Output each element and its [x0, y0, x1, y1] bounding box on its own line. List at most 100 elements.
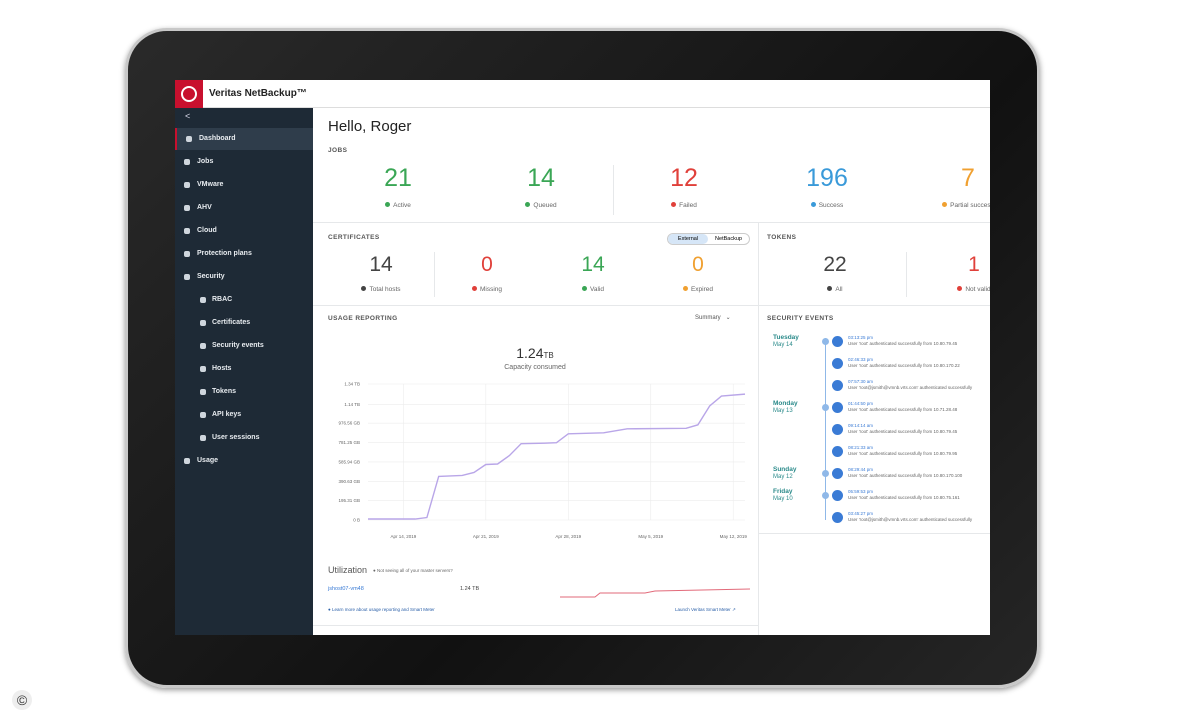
- event-text: User 'root' authenticated successfully f…: [848, 407, 958, 412]
- event-date: May 12: [773, 474, 793, 480]
- stat-label-text: Missing: [472, 286, 502, 293]
- y-tick-label: 976.56 GB: [338, 421, 360, 426]
- stat-label-text: Failed: [671, 202, 697, 209]
- stat-label-text: Active: [385, 202, 411, 209]
- section-title: TOKENS: [767, 234, 797, 241]
- capacity-value: 1.24: [516, 345, 544, 361]
- nav-item[interactable]: Tokens: [175, 381, 313, 403]
- y-tick-label: 195.31 GB: [338, 498, 360, 503]
- nav-item[interactable]: AHV: [175, 197, 313, 219]
- nav-item[interactable]: API keys: [175, 404, 313, 426]
- section-title: USAGE REPORTING: [328, 315, 398, 322]
- stat-label-text: Queued: [525, 202, 556, 209]
- event-time[interactable]: 08:29:44 pm: [848, 467, 874, 472]
- utilization-hint[interactable]: ● Not seeing all of your master servers?: [373, 568, 453, 573]
- event-icon: [832, 402, 843, 413]
- event-day: Monday: [773, 400, 798, 407]
- nav-item[interactable]: User sessions: [175, 427, 313, 449]
- event-day: Sunday: [773, 466, 797, 473]
- divider: [434, 252, 435, 297]
- section-title: SECURITY EVENTS: [767, 315, 834, 322]
- toggle-option[interactable]: External: [668, 234, 708, 244]
- event-text: User 'root' authenticated successfully f…: [848, 363, 960, 368]
- stat-value: 196: [806, 164, 848, 192]
- event-time[interactable]: 07:57:30 am: [848, 379, 874, 384]
- divider: [758, 533, 990, 534]
- event-time[interactable]: 03:45:27 pm: [848, 511, 874, 516]
- y-tick-label: 390.63 GB: [338, 479, 360, 484]
- filter-dropdown[interactable]: Summary ⌄: [695, 315, 731, 321]
- event-icon: [832, 490, 843, 501]
- event-text: User 'root' authenticated successfully f…: [848, 473, 963, 478]
- stat-label: Missing: [427, 286, 547, 293]
- toggle-option[interactable]: NetBackup: [715, 236, 742, 242]
- stat-label-text: Success: [811, 202, 844, 209]
- stat-value: 0: [692, 253, 704, 276]
- nav-item[interactable]: Security events: [175, 335, 313, 357]
- nav-item[interactable]: Certificates: [175, 312, 313, 334]
- y-tick-label: 1.34 TB: [344, 382, 360, 387]
- event-date: May 13: [773, 408, 793, 414]
- greeting: Hello, Roger: [328, 118, 412, 135]
- app-header: Veritas NetBackup™: [175, 80, 990, 108]
- stat-label: Failed: [624, 202, 744, 209]
- nav-item[interactable]: Protection plans: [175, 243, 313, 265]
- usage-chart: 0 B 195.31 GB 390.63 GB 585.94 GB 781.25 GB 9…: [338, 382, 751, 598]
- stat-label: Expired: [638, 286, 758, 293]
- event-time[interactable]: 09:14:14 am: [848, 423, 874, 428]
- stat-label: Success: [767, 202, 887, 209]
- x-tick-label: May 5, 2019: [638, 534, 663, 539]
- stat-label-text: Expired: [683, 286, 713, 293]
- event-icon: [832, 468, 843, 479]
- divider: [758, 222, 759, 635]
- copyright: ©: [12, 690, 32, 710]
- host-link[interactable]: jshost07-vm48: [328, 586, 364, 592]
- hint-text: Not seeing all of your master servers?: [376, 568, 453, 573]
- event-icon: [832, 336, 843, 347]
- nav-item[interactable]: Jobs: [175, 151, 313, 173]
- event-time[interactable]: 03:13:25 pm: [848, 335, 874, 340]
- nav-item[interactable]: Hosts: [175, 358, 313, 380]
- logo-mark: [181, 86, 197, 102]
- stat-value: 21: [384, 164, 412, 192]
- launch-link[interactable]: Launch Veritas Smart Meter ↗: [675, 607, 736, 612]
- event-icon: [832, 512, 843, 523]
- y-tick-label: 0 B: [353, 518, 360, 523]
- stat-label-text: Total hosts: [361, 286, 400, 293]
- utilization-sparkline: [560, 588, 751, 598]
- stat-value: 12: [670, 164, 698, 192]
- event-text: User 'root' authenticated successfully f…: [848, 429, 958, 434]
- nav-item[interactable]: RBAC: [175, 289, 313, 311]
- x-tick-label: Apr 14, 2019: [390, 534, 416, 539]
- stat-value: 14: [527, 164, 555, 192]
- stat-label-text: Partial success: [942, 202, 990, 209]
- event-day: Tuesday: [773, 334, 799, 341]
- event-time[interactable]: 08:21:33 am: [848, 445, 874, 450]
- stat-label: Total hosts: [321, 286, 441, 293]
- nav-item[interactable]: Cloud: [175, 220, 313, 242]
- utilization-title: Utilization: [328, 565, 368, 575]
- nav-item[interactable]: VMware: [175, 174, 313, 196]
- timeline-dot: [822, 404, 829, 411]
- learn-more-link[interactable]: ● Learn more about usage reporting and S…: [328, 607, 435, 612]
- divider: [906, 252, 907, 297]
- nav-item[interactable]: Dashboard: [175, 128, 313, 150]
- divider: [313, 222, 990, 223]
- y-tick-label: 1.14 TB: [344, 402, 360, 407]
- logo: [175, 80, 203, 108]
- stat-value: 0: [481, 253, 493, 276]
- stat-label: Partial success: [908, 202, 990, 209]
- nav-item[interactable]: Security: [175, 266, 313, 288]
- y-tick-label: 781.25 GB: [338, 440, 360, 445]
- event-icon: [832, 380, 843, 391]
- filter-value: Summary: [695, 315, 721, 321]
- event-time[interactable]: 01:44:50 pm: [848, 401, 874, 406]
- event-text: User 'root' authenticated successfully f…: [848, 495, 960, 500]
- collapse-button[interactable]: <: [185, 111, 191, 121]
- launch-text: Launch Veritas Smart Meter: [675, 607, 731, 612]
- event-time[interactable]: 05:59:53 pm: [848, 489, 874, 494]
- nav-item[interactable]: Usage: [175, 450, 313, 472]
- event-time[interactable]: 02:46:33 pm: [848, 357, 874, 362]
- event-date: May 14: [773, 342, 793, 348]
- event-icon: [832, 446, 843, 457]
